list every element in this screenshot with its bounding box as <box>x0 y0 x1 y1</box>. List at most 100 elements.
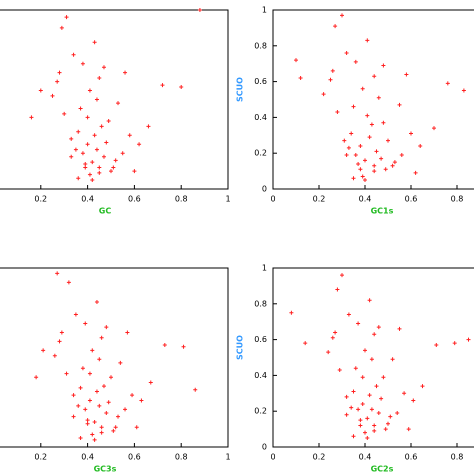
y-tick-label: 0.4 <box>254 371 267 380</box>
point <box>294 58 298 63</box>
point <box>90 160 95 165</box>
point <box>365 416 370 421</box>
point <box>71 414 76 419</box>
point <box>349 405 354 410</box>
point <box>369 407 374 412</box>
x-tick-label: 0 <box>270 453 275 462</box>
point <box>381 375 386 380</box>
point <box>76 129 81 134</box>
point <box>466 337 471 342</box>
y-tick-label: 1 <box>262 264 267 273</box>
point <box>97 357 102 362</box>
point <box>64 371 69 376</box>
point <box>92 419 97 424</box>
point <box>356 407 361 412</box>
point <box>365 38 370 43</box>
point <box>87 371 92 376</box>
point <box>85 142 90 147</box>
point <box>344 394 349 399</box>
point <box>76 176 81 181</box>
point <box>330 68 335 73</box>
point <box>363 158 367 163</box>
point <box>342 138 347 143</box>
point <box>461 88 466 93</box>
point <box>381 63 386 68</box>
point <box>369 122 374 127</box>
point <box>69 136 74 141</box>
point <box>432 126 436 131</box>
point <box>132 169 137 174</box>
point <box>374 149 379 154</box>
point <box>92 133 97 138</box>
point <box>395 410 400 415</box>
point <box>411 398 416 403</box>
point <box>399 152 404 157</box>
x-tick-label: 0.2 <box>34 453 47 462</box>
point <box>76 403 81 408</box>
point <box>64 15 69 20</box>
point <box>397 326 402 331</box>
point <box>337 368 342 373</box>
point <box>104 410 109 415</box>
point <box>351 434 356 439</box>
point <box>111 165 116 170</box>
point <box>106 400 111 405</box>
x-tick-label: 0.6 <box>128 453 141 462</box>
point <box>303 341 308 346</box>
point <box>101 65 106 70</box>
point <box>29 115 34 120</box>
x-tick-label: 0.4 <box>81 453 94 462</box>
point <box>351 176 356 181</box>
point <box>83 165 88 170</box>
point <box>94 300 99 305</box>
point <box>402 391 407 396</box>
x-tick-label: 0.2 <box>34 195 47 204</box>
y-axis-title: SCUO <box>236 335 245 360</box>
point <box>80 151 85 156</box>
point <box>388 414 393 419</box>
point <box>353 59 358 64</box>
point <box>358 144 363 149</box>
y-tick-label: 0.6 <box>254 335 267 344</box>
point <box>383 427 388 432</box>
x-tick-label: 0.4 <box>359 453 372 462</box>
x-tick-label: 0.8 <box>451 453 464 462</box>
point <box>104 325 109 330</box>
y-tick-label: 0.2 <box>254 149 267 158</box>
point <box>363 430 367 435</box>
y-tick-label: 0.2 <box>254 407 267 416</box>
point <box>123 70 128 75</box>
point <box>346 145 351 150</box>
point <box>83 407 88 412</box>
point <box>78 385 83 390</box>
point <box>99 335 104 340</box>
x-tick-label: 0.8 <box>175 453 188 462</box>
point <box>90 348 95 353</box>
point <box>78 436 83 441</box>
point <box>376 95 381 100</box>
point <box>59 330 64 335</box>
point <box>97 170 102 175</box>
x-tick-label: 0.6 <box>128 195 141 204</box>
x-tick-label: 0.6 <box>405 453 418 462</box>
x-axis-title: GC1s <box>371 207 394 216</box>
point <box>101 154 106 159</box>
point <box>289 310 294 315</box>
point <box>420 384 425 389</box>
point <box>123 407 128 412</box>
point <box>104 140 109 145</box>
point <box>379 156 384 161</box>
point <box>83 321 88 326</box>
point <box>406 427 411 432</box>
point <box>97 165 102 170</box>
point <box>71 52 76 57</box>
point <box>360 174 365 179</box>
point <box>360 86 365 91</box>
point <box>397 102 402 107</box>
point <box>148 380 153 385</box>
plot-frame <box>0 9 229 190</box>
point <box>349 131 354 136</box>
point <box>376 325 381 330</box>
point <box>367 135 372 140</box>
point <box>80 61 85 66</box>
